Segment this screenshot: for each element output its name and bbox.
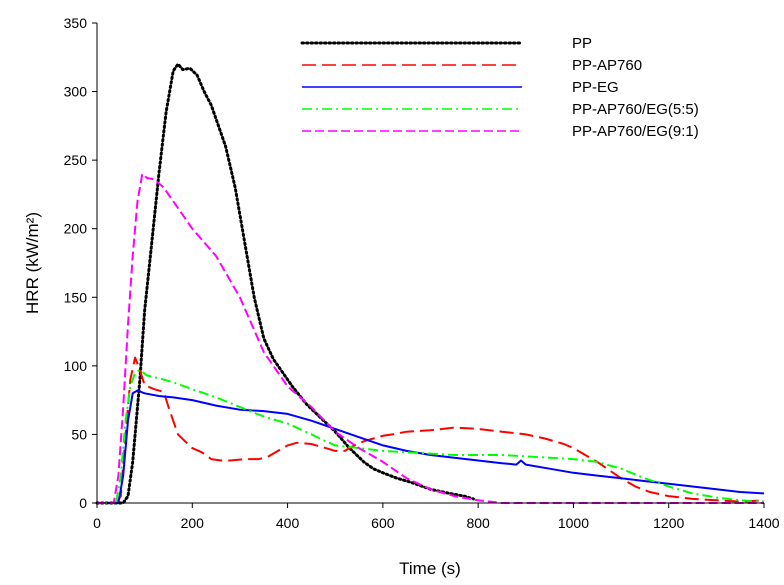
y-tick-label: 150 [64,289,88,305]
x-tick-label: 1200 [653,515,684,531]
x-tick-label: 0 [93,515,101,531]
legend-label-5: PP-AP760/EG(9:1) [572,123,699,140]
x-axis-title: Time (s) [399,559,461,578]
legend: PP PP-AP760 PP-EG PP-AP760/EG(5:5) PP-AP760/… [300,35,699,140]
series-line-1 [95,62,475,505]
x-tick-label: 200 [181,515,205,531]
y-tick-label: 350 [64,15,88,31]
y-tick-label: 50 [71,426,87,442]
legend-label-1: PP [572,35,592,52]
x-tick-label: 600 [371,515,395,531]
y-tick-label: 250 [64,152,88,168]
series-line-2 [97,356,765,504]
x-ticks: 0 200 400 600 800 1000 1200 1400 [93,503,780,531]
y-tick-label: 100 [64,358,88,374]
y-tick-label: 300 [64,84,88,100]
axes [96,23,764,504]
x-tick-label: 1000 [558,515,589,531]
x-tick-label: 800 [466,515,490,531]
y-tick-label: 200 [64,221,88,237]
legend-label-3: PP-EG [572,79,619,96]
legend-label-4: PP-AP760/EG(5:5) [572,101,699,118]
x-tick-label: 1400 [748,515,779,531]
series-line-4 [97,369,765,504]
y-tick-label: 0 [79,495,87,511]
series-line-3 [97,389,765,504]
y-ticks: 0 50 100 150 200 250 300 350 [64,15,97,511]
legend-label-2: PP-AP760 [572,57,642,74]
x-tick-label: 400 [276,515,300,531]
y-axis-title: HRR (kW/m²) [23,212,42,314]
